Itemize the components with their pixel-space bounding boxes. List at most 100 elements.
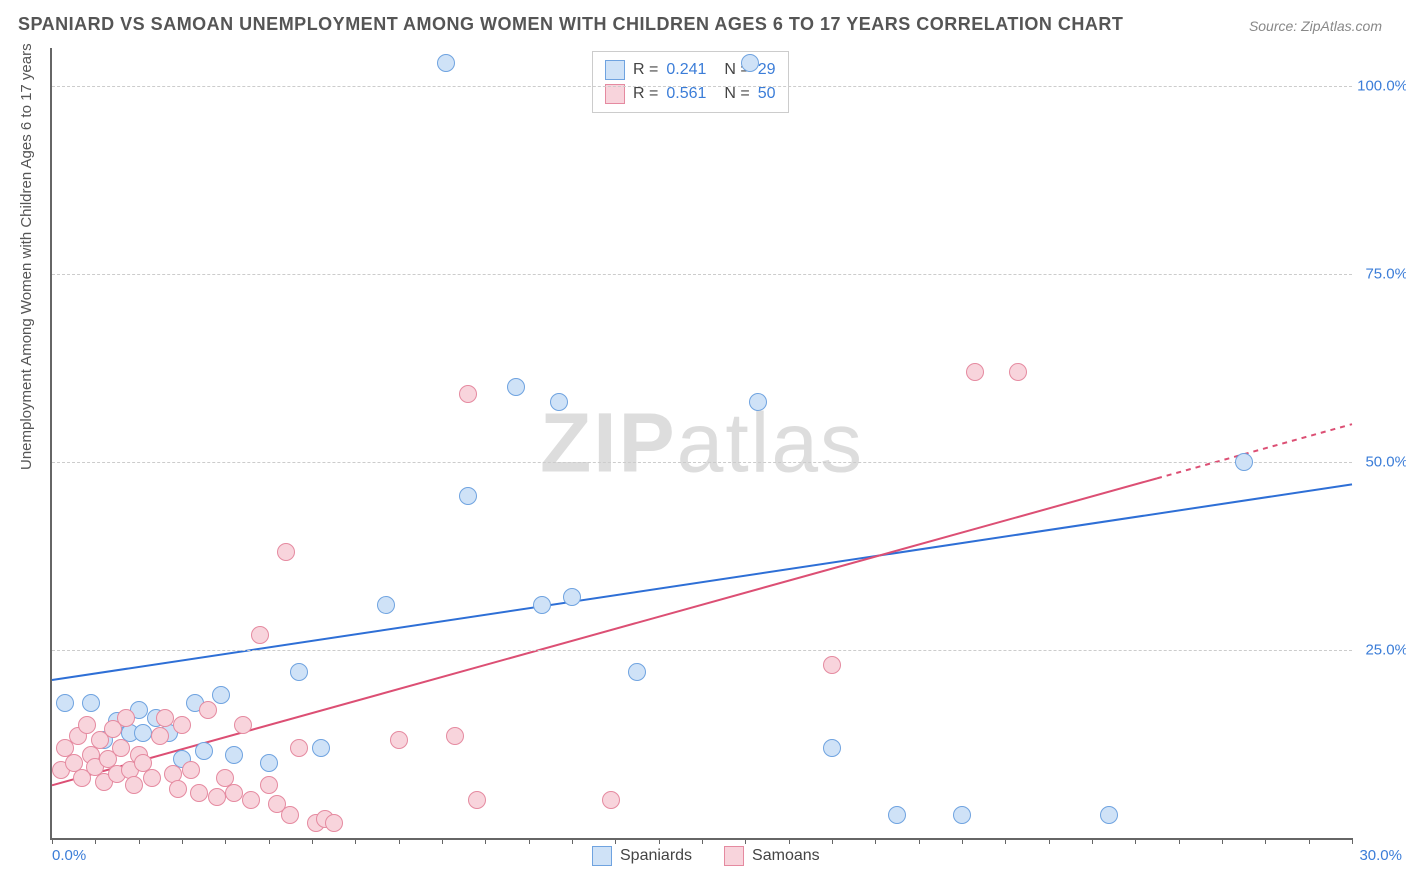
x-tick-mark <box>1092 838 1093 844</box>
data-point <box>277 543 295 561</box>
x-tick-mark <box>1135 838 1136 844</box>
data-point <box>225 746 243 764</box>
data-point <box>446 727 464 745</box>
x-tick-mark <box>962 838 963 844</box>
x-tick-mark <box>919 838 920 844</box>
data-point <box>173 716 191 734</box>
data-point <box>602 791 620 809</box>
x-tick-mark <box>572 838 573 844</box>
legend-item-samoans: Samoans <box>724 846 820 866</box>
gridline <box>52 274 1352 275</box>
data-point <box>312 739 330 757</box>
source-attribution: Source: ZipAtlas.com <box>1249 18 1382 34</box>
data-point <box>437 54 455 72</box>
x-tick-mark <box>1049 838 1050 844</box>
data-point <box>966 363 984 381</box>
y-tick-label: 100.0% <box>1357 77 1406 94</box>
data-point <box>823 656 841 674</box>
x-tick-mark <box>312 838 313 844</box>
x-tick-mark <box>269 838 270 844</box>
data-point <box>134 724 152 742</box>
chart-title: SPANIARD VS SAMOAN UNEMPLOYMENT AMONG WO… <box>18 14 1123 35</box>
data-point <box>953 806 971 824</box>
correlation-legend: R = 0.241 N = 29 R = 0.561 N = 50 <box>592 51 789 113</box>
swatch-samoans <box>605 84 625 104</box>
data-point <box>628 663 646 681</box>
x-tick-mark <box>1265 838 1266 844</box>
data-point <box>459 487 477 505</box>
data-point <box>325 814 343 832</box>
data-point <box>78 716 96 734</box>
trend-line-extrapolated <box>1157 424 1352 478</box>
data-point <box>212 686 230 704</box>
data-point <box>143 769 161 787</box>
data-point <box>533 596 551 614</box>
data-point <box>823 739 841 757</box>
data-point <box>1100 806 1118 824</box>
x-tick-mark <box>659 838 660 844</box>
data-point <box>190 784 208 802</box>
legend-item-spaniards: Spaniards <box>592 846 692 866</box>
data-point <box>563 588 581 606</box>
data-point <box>242 791 260 809</box>
data-point <box>459 385 477 403</box>
data-point <box>290 663 308 681</box>
data-point <box>225 784 243 802</box>
data-point <box>125 776 143 794</box>
trend-line <box>52 478 1157 785</box>
y-axis-label: Unemployment Among Women with Children A… <box>18 43 35 470</box>
x-tick-mark <box>1179 838 1180 844</box>
x-tick-min: 0.0% <box>52 847 86 864</box>
plot-area: ZIPatlas 0.0% 30.0% R = 0.241 N = 29 R =… <box>50 48 1352 840</box>
data-point <box>888 806 906 824</box>
x-tick-mark <box>702 838 703 844</box>
swatch-spaniards-icon <box>592 846 612 866</box>
data-point <box>169 780 187 798</box>
x-tick-mark <box>139 838 140 844</box>
x-tick-mark <box>875 838 876 844</box>
x-tick-mark <box>615 838 616 844</box>
data-point <box>151 727 169 745</box>
y-tick-label: 25.0% <box>1365 641 1406 658</box>
data-point <box>199 701 217 719</box>
data-point <box>390 731 408 749</box>
data-point <box>260 754 278 772</box>
data-point <box>117 709 135 727</box>
data-point <box>56 694 74 712</box>
x-tick-mark <box>485 838 486 844</box>
x-tick-mark <box>789 838 790 844</box>
gridline <box>52 650 1352 651</box>
data-point <box>251 626 269 644</box>
data-point <box>468 791 486 809</box>
swatch-samoans-icon <box>724 846 744 866</box>
r-value-spaniards: 0.241 <box>666 58 706 82</box>
x-tick-mark <box>1309 838 1310 844</box>
x-tick-mark <box>1352 838 1353 844</box>
data-point <box>377 596 395 614</box>
data-point <box>208 788 226 806</box>
x-tick-mark <box>529 838 530 844</box>
x-tick-mark <box>355 838 356 844</box>
swatch-spaniards <box>605 60 625 80</box>
data-point <box>182 761 200 779</box>
x-tick-mark <box>52 838 53 844</box>
x-tick-mark <box>1005 838 1006 844</box>
x-tick-mark <box>399 838 400 844</box>
data-point <box>1235 453 1253 471</box>
data-point <box>507 378 525 396</box>
y-tick-label: 50.0% <box>1365 453 1406 470</box>
x-tick-mark <box>225 838 226 844</box>
x-tick-max: 30.0% <box>1359 847 1402 864</box>
data-point <box>260 776 278 794</box>
n-value-spaniards: 29 <box>758 58 776 82</box>
data-point <box>749 393 767 411</box>
data-point <box>1009 363 1027 381</box>
y-tick-label: 75.0% <box>1365 265 1406 282</box>
gridline <box>52 86 1352 87</box>
data-point <box>281 806 299 824</box>
series-legend: Spaniards Samoans <box>592 846 820 866</box>
x-tick-mark <box>95 838 96 844</box>
x-tick-mark <box>182 838 183 844</box>
data-point <box>156 709 174 727</box>
x-tick-mark <box>442 838 443 844</box>
